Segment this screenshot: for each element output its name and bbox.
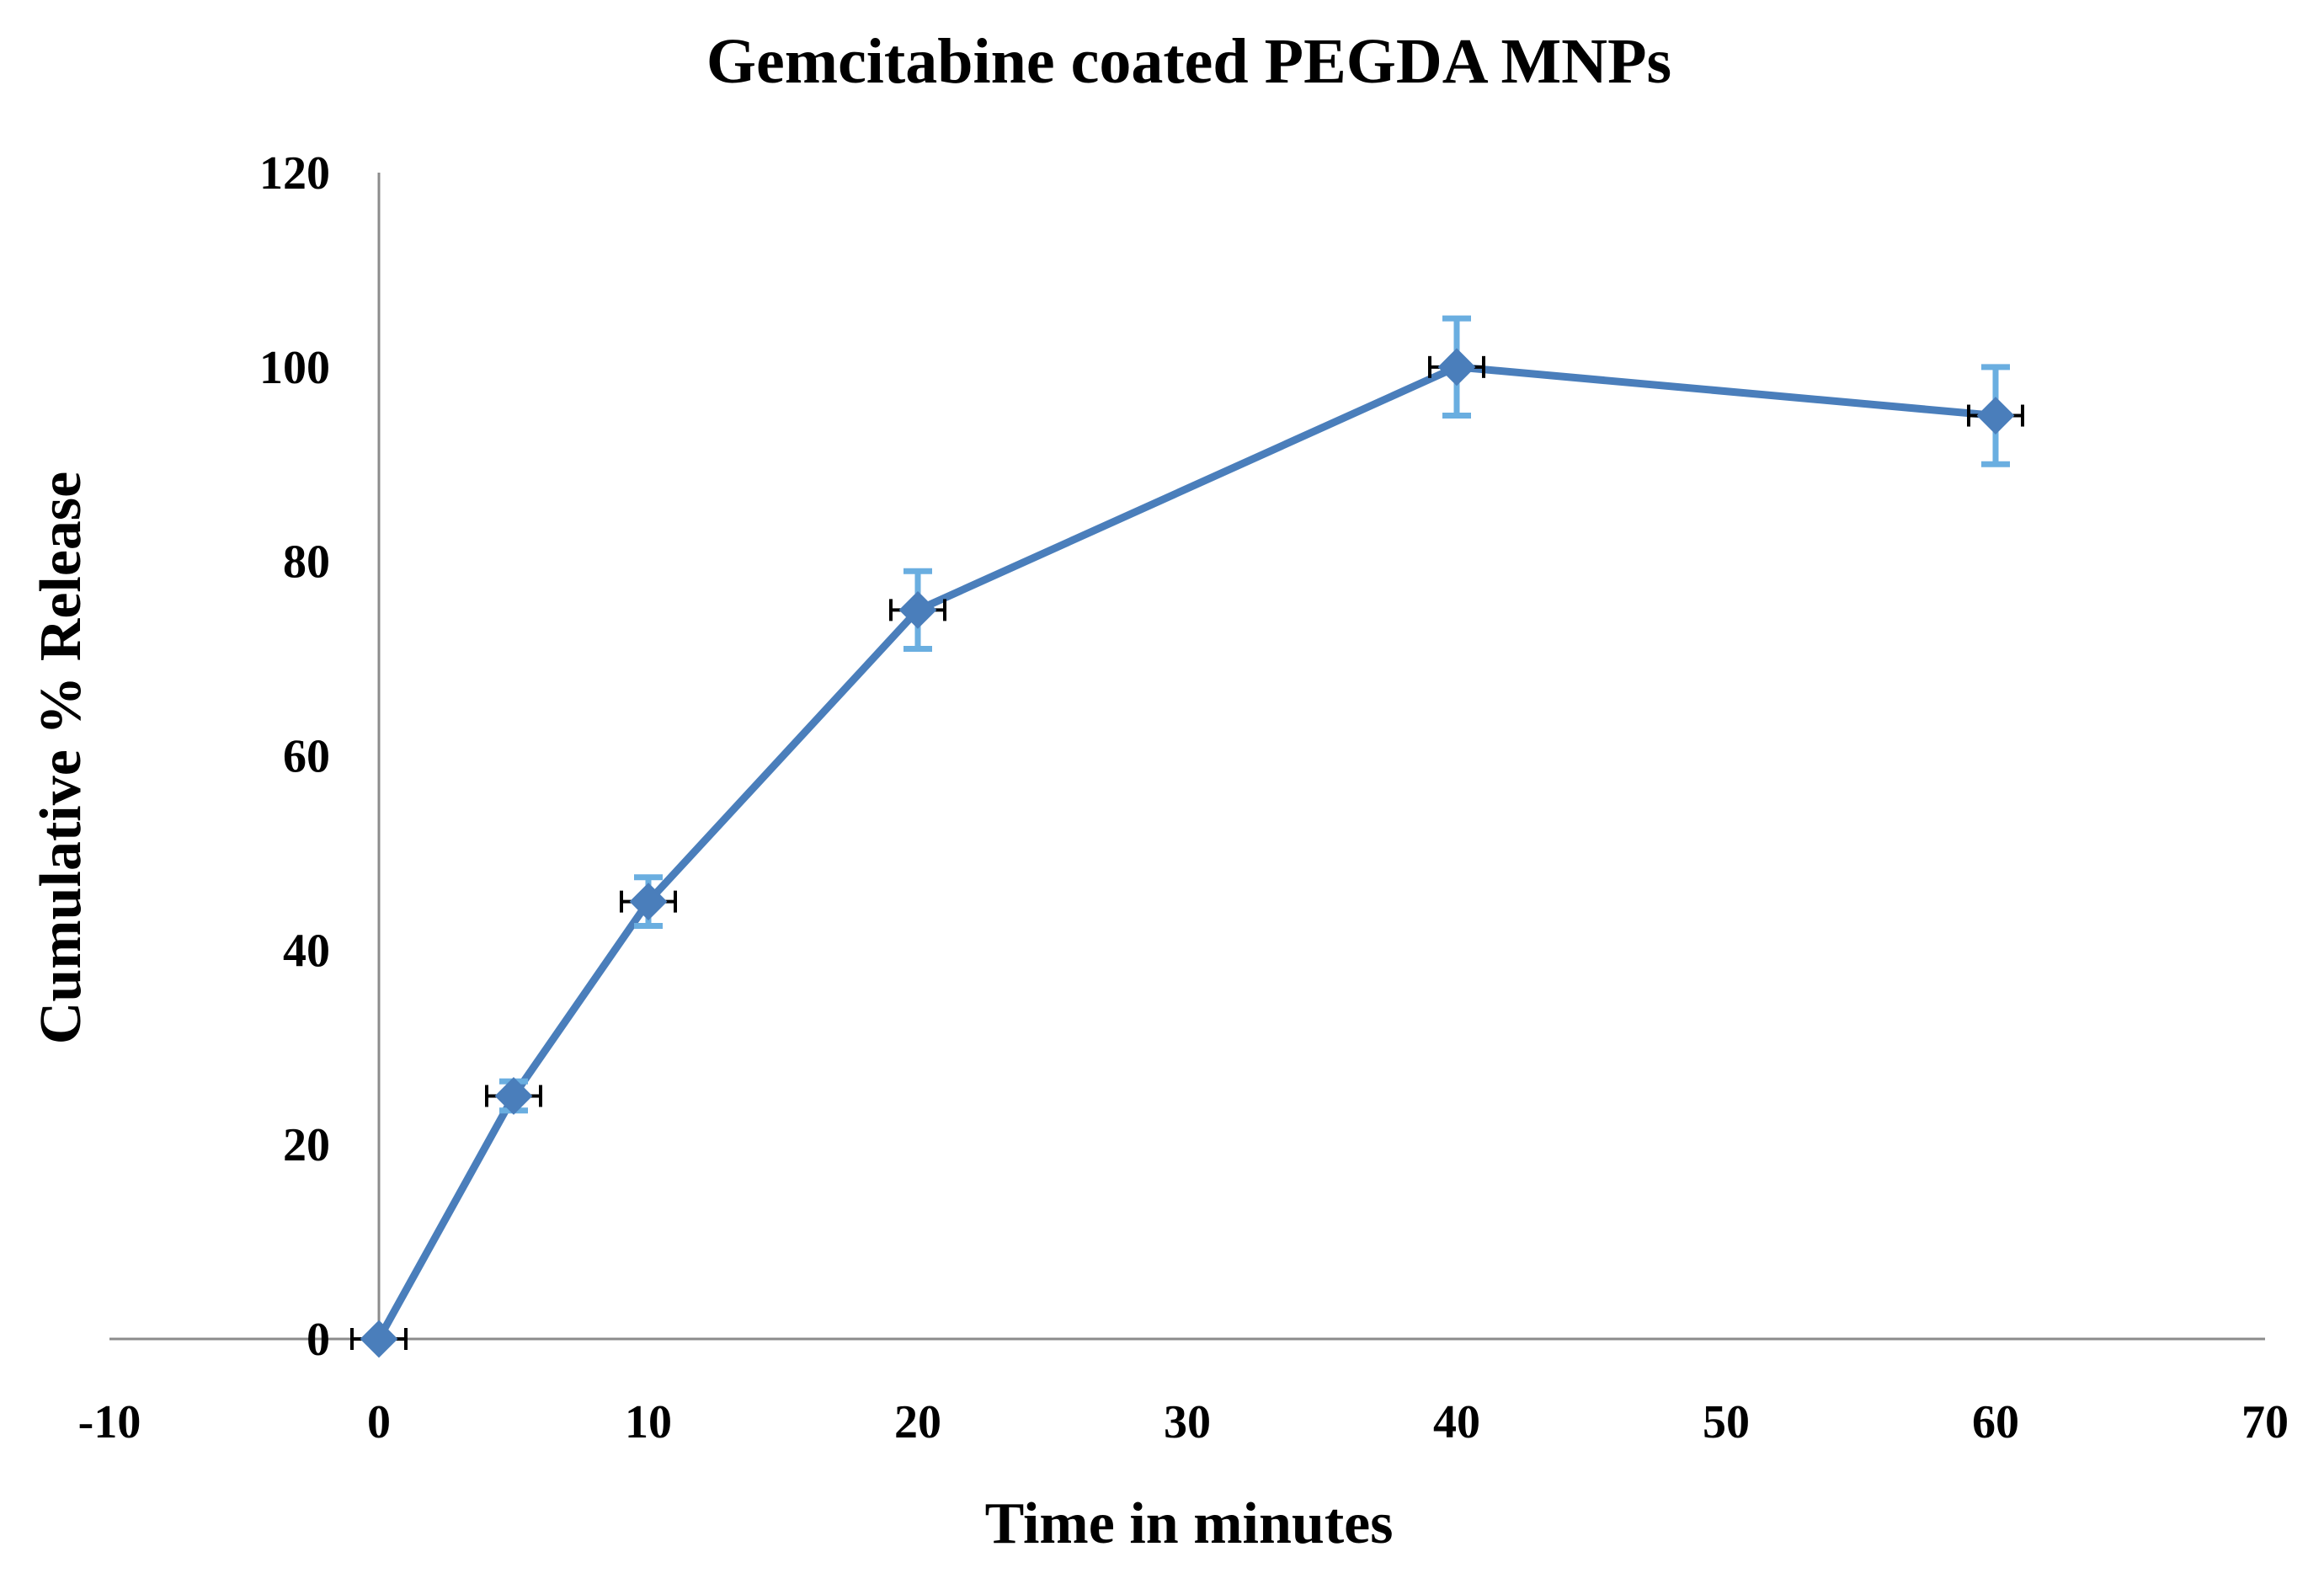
data-point [898, 590, 937, 629]
x-tick-label: 70 [2241, 1396, 2289, 1448]
data-point [494, 1077, 533, 1115]
data-point [629, 883, 668, 921]
series-line [375, 363, 2000, 1343]
y-tick-label: 20 [283, 1119, 330, 1171]
data-point [1437, 348, 1476, 387]
x-tick-label: 20 [894, 1396, 941, 1448]
y-axis-label: Cumulative % Release [29, 472, 93, 1044]
x-axis-label: Time in minutes [985, 1491, 1394, 1556]
error-bars [350, 315, 2024, 1350]
x-tick-label: 60 [1972, 1396, 2019, 1448]
y-tick-label: 120 [259, 147, 330, 200]
data-point [360, 1320, 398, 1358]
x-tick-label: -10 [78, 1396, 141, 1448]
x-tick-label: 30 [1164, 1396, 1211, 1448]
axes [109, 173, 2265, 1341]
series-layer [375, 363, 2000, 1343]
data-point [1976, 397, 2015, 435]
y-tick-label: 100 [259, 342, 330, 394]
x-tick-label: 50 [1703, 1396, 1750, 1448]
markers [360, 348, 2015, 1358]
x-tick-label: 0 [367, 1396, 391, 1448]
y-tick-label: 0 [306, 1314, 330, 1366]
x-tick-label: 10 [625, 1396, 672, 1448]
tick-labels: -10 0 10 20 30 40 50 60 70 0 20 40 60 80 100 120 [78, 147, 2289, 1448]
x-tick-label: 40 [1433, 1396, 1480, 1448]
y-tick-label: 40 [283, 925, 330, 977]
y-tick-label: 80 [283, 536, 330, 589]
y-tick-label: 60 [283, 731, 330, 783]
chart-title: Gemcitabine coated PEGDA MNPs [706, 26, 1671, 97]
